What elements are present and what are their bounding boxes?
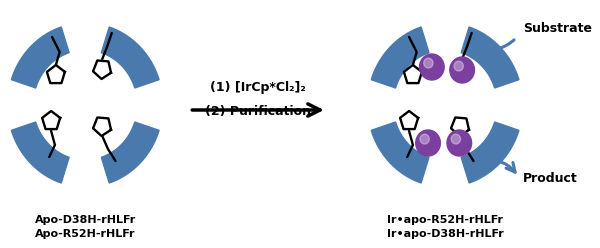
Polygon shape [461, 122, 519, 183]
Text: Ir•apo-R52H-rHLFr: Ir•apo-R52H-rHLFr [387, 215, 503, 225]
Text: Ir•apo-D38H-rHLFr: Ir•apo-D38H-rHLFr [387, 229, 503, 239]
Polygon shape [101, 122, 159, 183]
Text: Substrate: Substrate [523, 22, 592, 34]
Polygon shape [461, 27, 519, 88]
Text: Apo-D38H-rHLFr: Apo-D38H-rHLFr [35, 215, 136, 225]
Circle shape [454, 61, 463, 71]
Polygon shape [371, 122, 429, 183]
Text: Apo-R52H-rHLFr: Apo-R52H-rHLFr [35, 229, 136, 239]
Polygon shape [101, 27, 159, 88]
Circle shape [424, 58, 433, 68]
Text: Product: Product [523, 173, 577, 186]
Polygon shape [11, 122, 69, 183]
Polygon shape [371, 27, 429, 88]
Circle shape [420, 134, 429, 144]
Text: (2) Purification: (2) Purification [205, 105, 311, 119]
Circle shape [447, 130, 472, 156]
Circle shape [416, 130, 440, 156]
Circle shape [450, 57, 475, 83]
Text: (1) [IrCp*Cl₂]₂: (1) [IrCp*Cl₂]₂ [210, 82, 306, 94]
Circle shape [451, 134, 461, 144]
Circle shape [419, 54, 444, 80]
Polygon shape [11, 27, 69, 88]
